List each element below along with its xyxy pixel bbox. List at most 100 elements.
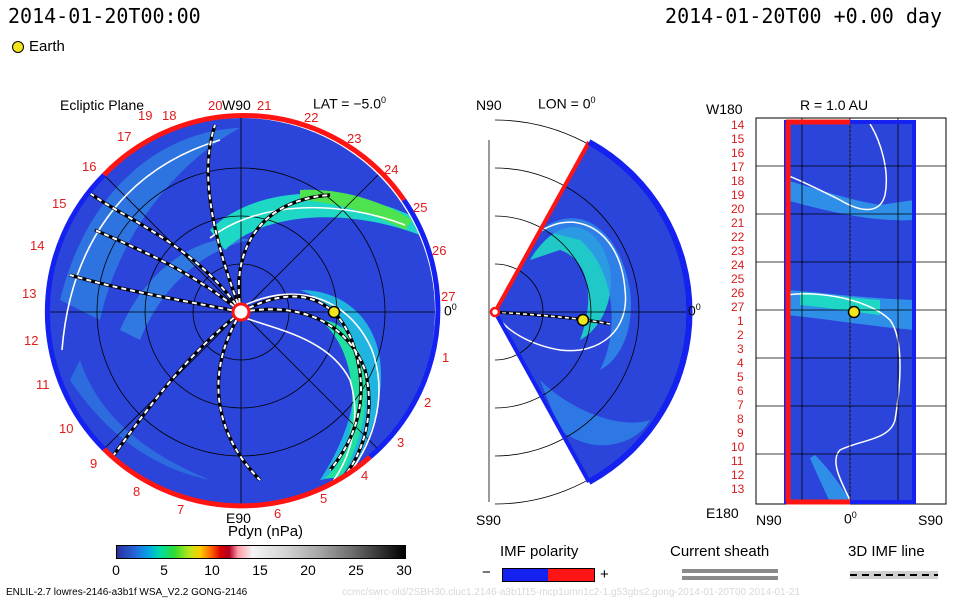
shell-axis-number: 1 xyxy=(737,314,744,328)
carrington-number: 20 xyxy=(208,98,223,113)
shell-axis-number: 16 xyxy=(731,146,745,160)
carrington-number: 11 xyxy=(36,377,50,392)
earth-marker-ecliptic xyxy=(327,305,341,319)
meridional-top-label: N90 xyxy=(476,97,502,113)
shell-axis-number: 18 xyxy=(731,174,745,188)
current-sheath-line-icon xyxy=(682,569,778,573)
carrington-number: 26 xyxy=(432,243,447,258)
colorbar-title: Pdyn (nPa) xyxy=(228,523,304,540)
meridional-plane-panel xyxy=(488,119,693,505)
model-info-footer: ENLIL-2.7 lowres-2146-a3b1f WSA_V2.2 GON… xyxy=(6,587,248,598)
carrington-number: 8 xyxy=(133,484,141,499)
shell-axis-number: 6 xyxy=(737,384,744,398)
shell-axis-number: 12 xyxy=(731,468,745,482)
shell-bottom-left-label: E180 xyxy=(706,505,739,521)
colorbar-tick: 25 xyxy=(348,562,364,578)
imf-plus-sign: + xyxy=(600,566,609,583)
pdyn-colorbar xyxy=(116,545,406,559)
earth-legend-icon xyxy=(12,40,24,53)
shell-bottom-s90: S90 xyxy=(918,512,943,528)
carrington-number: 22 xyxy=(304,110,319,125)
earth-legend-label: Earth xyxy=(29,38,65,55)
shell-axis-number: 14 xyxy=(731,118,745,132)
colorbar-tick: 30 xyxy=(396,562,412,578)
carrington-number: 13 xyxy=(22,286,37,301)
earth-marker-meridional xyxy=(576,313,590,327)
shell-axis-number: 5 xyxy=(737,370,744,384)
shell-bottom-n90: N90 xyxy=(756,512,782,528)
imf-negative-swatch xyxy=(502,568,550,582)
colorbar-tick: 0 xyxy=(112,562,120,578)
shell-axis-number: 7 xyxy=(737,398,744,412)
carrington-number: 6 xyxy=(274,506,282,521)
shell-axis-number: 19 xyxy=(731,188,745,202)
carrington-number: 21 xyxy=(257,98,272,113)
meridional-title: LON = 00 xyxy=(538,95,596,112)
ecliptic-lat-label: LAT = −5.00 xyxy=(313,95,386,112)
shell-title: R = 1.0 AU xyxy=(800,97,869,113)
meridional-bottom-label: S90 xyxy=(476,512,501,528)
shell-axis-number: 17 xyxy=(731,160,745,174)
carrington-number: 1 xyxy=(442,350,450,365)
carrington-number: 24 xyxy=(384,162,399,177)
carrington-number: 4 xyxy=(361,468,369,483)
shell-axis-number: 22 xyxy=(731,230,745,244)
carrington-number: 17 xyxy=(117,129,132,144)
shell-axis-number: 9 xyxy=(737,426,744,440)
carrington-number: 7 xyxy=(177,502,185,517)
ecliptic-top-label: W90 xyxy=(222,97,251,113)
shell-axis-number: 23 xyxy=(731,244,745,258)
carrington-number: 23 xyxy=(347,131,362,146)
shell-panel xyxy=(755,117,947,505)
shell-axis-number: 2 xyxy=(737,328,744,342)
imf-3d-line-title: 3D IMF line xyxy=(848,543,925,560)
meridional-right-label: 00 xyxy=(688,302,701,319)
carrington-number: 16 xyxy=(82,159,97,174)
ecliptic-right-label: 00 xyxy=(444,302,457,319)
current-sheath-title: Current sheath xyxy=(670,543,770,560)
shell-axis-number: 21 xyxy=(731,216,745,230)
ecliptic-plane-panel xyxy=(44,113,441,509)
shell-axis-number: 26 xyxy=(731,286,745,300)
imf-minus-sign: − xyxy=(482,564,491,581)
ecliptic-title: Ecliptic Plane xyxy=(60,97,145,113)
imf-polarity-title: IMF polarity xyxy=(500,543,579,560)
imf-positive-swatch xyxy=(548,568,595,582)
carrington-number: 10 xyxy=(59,421,74,436)
carrington-number: 2 xyxy=(424,395,432,410)
shell-axis-number: 24 xyxy=(731,258,745,272)
carrington-number: 14 xyxy=(30,238,45,253)
shell-axis-number: 27 xyxy=(731,300,745,314)
shell-axis-number: 20 xyxy=(731,202,745,216)
carrington-number: 15 xyxy=(52,196,67,211)
carrington-number: 18 xyxy=(162,108,177,123)
shell-axis-number: 15 xyxy=(731,132,745,146)
earth-legend: Earth xyxy=(12,38,65,55)
colorbar-tick: 20 xyxy=(300,562,316,578)
shell-axis-number: 10 xyxy=(731,440,745,454)
carrington-number: 5 xyxy=(320,491,328,506)
timestamp-left: 2014-01-20T00:00 xyxy=(8,4,201,28)
run-id-footer: ccmc/swrc-old/2SBH30.cluc1.2146-a3b1f15-… xyxy=(342,587,801,598)
shell-bottom-0: 00 xyxy=(844,510,857,527)
shell-axis-number: 3 xyxy=(737,342,744,356)
carrington-number: 12 xyxy=(24,333,39,348)
timestamp-right: 2014-01-20T00 +0.00 day xyxy=(665,4,942,28)
shell-axis-number: 11 xyxy=(731,454,744,468)
shell-axis-number: 25 xyxy=(731,272,745,286)
carrington-number: 25 xyxy=(413,200,428,215)
shell-axis-number: 4 xyxy=(737,356,744,370)
carrington-number: 19 xyxy=(138,108,153,123)
current-sheath-line-icon xyxy=(682,576,778,580)
colorbar-tick: 5 xyxy=(160,562,168,578)
colorbar-tick: 10 xyxy=(204,562,220,578)
shell-axis-number: 8 xyxy=(737,412,744,426)
ecliptic-bottom-label: E90 xyxy=(226,510,251,526)
carrington-number: 27 xyxy=(441,289,456,304)
shell-top-left-label: W180 xyxy=(706,101,743,117)
carrington-number: 3 xyxy=(397,435,405,450)
colorbar-tick: 15 xyxy=(252,562,268,578)
carrington-number: 9 xyxy=(90,456,98,471)
sun-inner-boundary xyxy=(231,302,251,322)
